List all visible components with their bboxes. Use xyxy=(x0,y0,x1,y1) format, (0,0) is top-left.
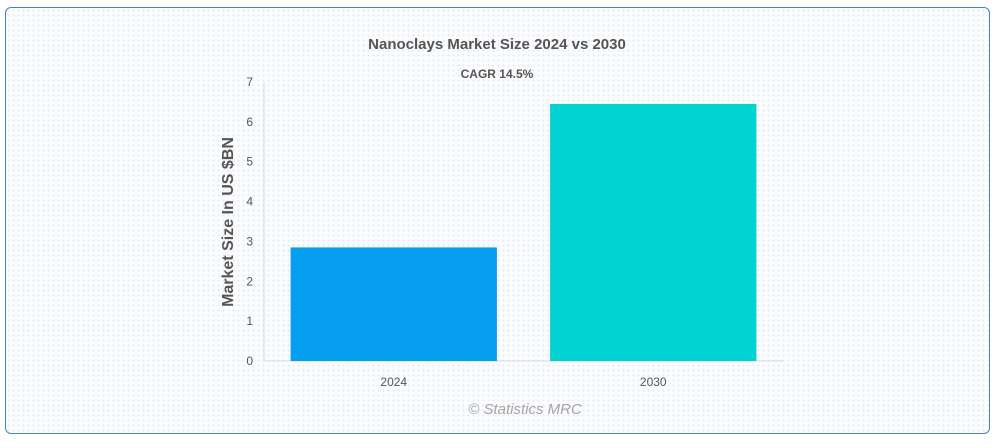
y-tick-label: 4 xyxy=(246,195,253,209)
y-axis-label: Market Size In US $BN xyxy=(220,137,237,307)
y-tick-label: 5 xyxy=(246,155,253,169)
credit-text: © Statistics MRC xyxy=(468,401,582,418)
y-tick-label: 0 xyxy=(246,354,253,368)
bar-2030[interactable] xyxy=(550,103,757,362)
bar-2024[interactable] xyxy=(290,247,497,361)
chart-subtitle: CAGR 14.5% xyxy=(461,67,534,81)
chart-frame xyxy=(5,7,990,434)
y-tick-label: 2 xyxy=(246,274,253,288)
x-tick-label: 2024 xyxy=(380,375,407,389)
y-tick-label: 6 xyxy=(246,115,253,129)
y-axis-ticks: 0 1 2 3 4 5 6 7 xyxy=(246,75,253,368)
x-axis-ticks: 2024 2030 xyxy=(380,375,667,389)
x-tick-label: 2030 xyxy=(640,375,667,389)
y-tick-label: 1 xyxy=(246,314,253,328)
chart-title: Nanoclays Market Size 2024 vs 2030 xyxy=(368,36,626,53)
bars xyxy=(290,103,757,362)
y-tick-label: 3 xyxy=(246,234,253,248)
y-tick-label: 7 xyxy=(246,75,253,89)
